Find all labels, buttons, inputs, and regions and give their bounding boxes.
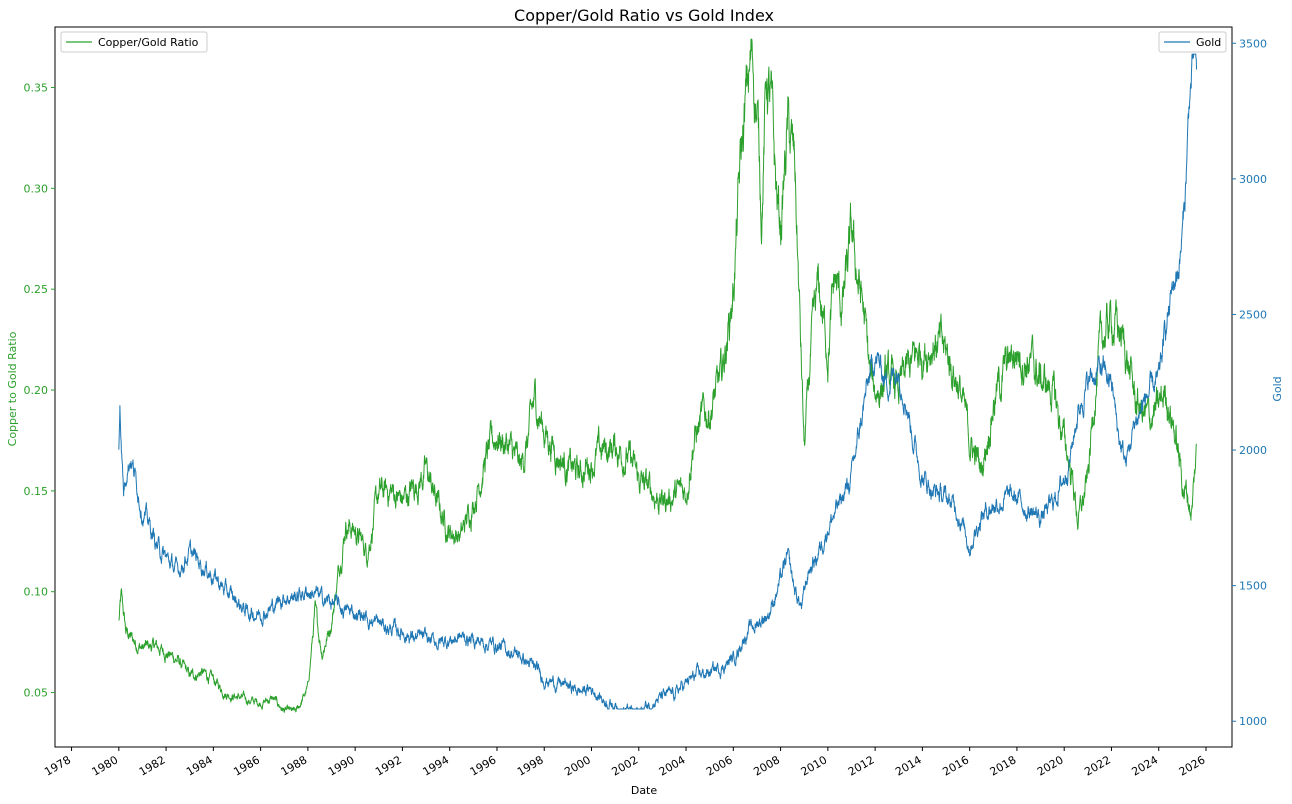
legend-gold: Gold: [1158, 31, 1227, 53]
y-axis-right-label: Gold: [1271, 376, 1284, 401]
y-right-tick-label-3: 2500: [1239, 308, 1267, 321]
y-left-tick-label-4: 0.25: [24, 283, 49, 296]
plot-area: [118, 38, 1197, 713]
y-left-tick-label-6: 0.35: [24, 82, 49, 95]
y-right-tick-label-5: 3500: [1239, 37, 1267, 50]
legend-copper-gold-box: [60, 31, 208, 53]
y-left-tick-label-1: 0.10: [24, 586, 49, 599]
legend-gold-label: Gold: [1196, 36, 1221, 49]
y-right-tick-label-4: 3000: [1239, 173, 1267, 186]
series-line-copper-gold-ratio: [118, 38, 1197, 713]
y-left-tick-label-5: 0.30: [24, 182, 49, 195]
y-axis-left: 0.05 0.10 0.15 0.20 0.25 0.30 0.35: [24, 82, 55, 700]
legend-copper-gold-label: Copper/Gold Ratio: [98, 36, 199, 49]
y-right-tick-label-0: 1000: [1239, 715, 1267, 728]
chart-title: Copper/Gold Ratio vs Gold Index: [514, 6, 774, 25]
y-left-tick-label-0: 0.05: [24, 687, 49, 700]
y-axis-right: 1000 1500 2000 2500 3000 3500: [1232, 37, 1267, 728]
y-left-tick-label-3: 0.20: [24, 384, 49, 397]
x-axis-label: Date: [631, 784, 658, 797]
y-right-tick-label-1: 1500: [1239, 580, 1267, 593]
plot-frame: [54, 26, 1233, 748]
series-line-gold: [118, 53, 1197, 710]
y-axis-left-label: Copper to Gold Ratio: [6, 331, 19, 446]
y-left-tick-label-2: 0.15: [24, 485, 49, 498]
y-right-tick-label-2: 2000: [1239, 444, 1267, 457]
legend-copper-gold: Copper/Gold Ratio: [60, 31, 208, 53]
legend-gold-box: [1158, 31, 1227, 53]
